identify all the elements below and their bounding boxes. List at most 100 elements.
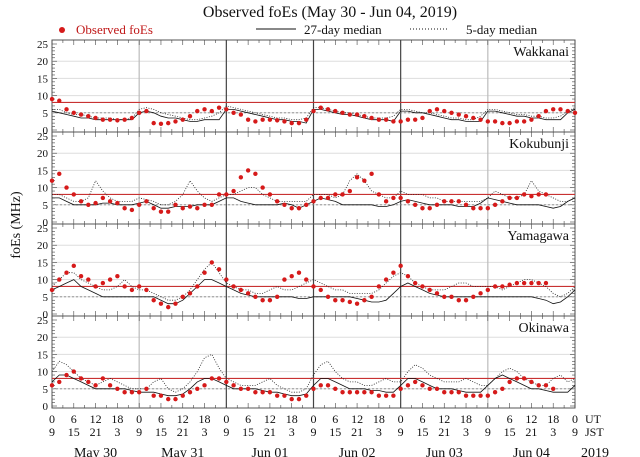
observed-point [253,119,258,124]
observed-point [195,108,200,114]
observed-point [282,119,287,124]
observed-point [231,188,236,194]
observed-point [122,284,127,289]
observed-point [398,119,403,124]
observed-point [398,263,403,269]
ut-label: UT [585,412,602,426]
observed-point [434,291,440,296]
panel-wakkanai: 0 5 10 15 20 25 Wakkanai [37,39,578,137]
observed-point [369,115,374,121]
x-tick-label-ut: 18 [111,412,123,426]
observed-point [340,192,345,197]
observed-point [565,108,570,114]
x-tick-label-ut: 18 [373,412,385,426]
observed-point [195,386,200,391]
observed-point [318,383,323,388]
date-label: Jun 03 [426,446,463,457]
observed-point [551,386,556,391]
observed-point [383,393,389,398]
observed-point [536,383,541,388]
x-tick-label-ut: 12 [438,412,450,426]
observed-point [49,383,55,388]
x-tick-label-jst: 15 [504,425,516,439]
x-tick-label-jst: 21 [525,425,537,439]
observed-point [311,386,316,391]
observed-point [166,120,171,126]
observed-point [78,112,84,117]
observed-point [391,270,396,275]
observed-point [456,298,461,303]
observed-point [311,284,316,289]
observed-point [260,185,265,190]
y-tick-label: 5 [43,108,49,120]
station-label: Okinawa [518,321,569,336]
observed-point [296,206,302,211]
observed-point [136,202,142,207]
y-tick-label: 0 [43,125,49,137]
observed-point [216,376,222,381]
observed-point [471,206,476,211]
observed-point [224,107,229,112]
observed-point [427,386,432,391]
observed-point [195,206,200,211]
observed-point [173,202,178,207]
observed-point [78,376,84,381]
date-label: Jun 04 [513,446,550,457]
observed-point [253,171,258,177]
observed-point [412,379,418,385]
date-label: Jun 01 [251,446,288,457]
observed-point [238,386,244,391]
observed-point [442,294,447,299]
x-tick-label-ut: 12 [90,412,102,426]
observed-point [456,112,461,117]
observed-point [376,192,382,197]
x-tick-label-ut: 12 [351,412,363,426]
station-label: Yamagawa [507,229,569,244]
observed-point [267,117,273,122]
observed-point [115,118,120,123]
observed-point [107,117,113,122]
x-tick-label-jst: 21 [90,425,102,439]
y-tick-label: 20 [37,148,49,160]
observed-point [296,120,302,126]
observed-point [478,117,483,122]
observed-point [86,277,91,282]
observed-point [521,376,527,381]
observed-point [202,202,207,207]
observed-point [536,192,541,197]
observed-point [122,390,127,395]
observed-point [347,299,353,305]
x-tick-label-jst: 15 [68,425,80,439]
observed-point [391,195,396,201]
observed-point [64,185,69,190]
observed-point [136,390,142,395]
y-tick-label: 25 [37,131,49,143]
observed-point [449,110,454,116]
observed-point [166,396,171,402]
date-label: May 30 [74,446,117,457]
observed-point [158,121,164,127]
observed-point [420,206,425,211]
observed-point [427,108,432,114]
observed-point [340,298,345,303]
observed-point [238,175,244,180]
observed-point [412,117,418,122]
observed-point [115,273,120,279]
station-label: Kokubunji [509,137,569,152]
observed-point [514,280,520,286]
x-tick-label-jst: 9 [311,425,317,439]
x-tick-label-ut: 6 [332,412,338,426]
observed-point [86,202,91,207]
observed-point [253,390,258,395]
x-tick-label-ut: 6 [507,412,513,426]
chart-title: Observed foEs (May 30 - Jun 04, 2019) [203,4,457,21]
observed-point [434,107,440,112]
observed-point [521,192,527,197]
observed-point [485,206,491,211]
observed-point [456,199,461,204]
observed-point [71,192,76,197]
x-tick-label-jst: 3 [376,425,382,439]
observed-point [93,284,98,289]
observed-point [529,117,534,122]
